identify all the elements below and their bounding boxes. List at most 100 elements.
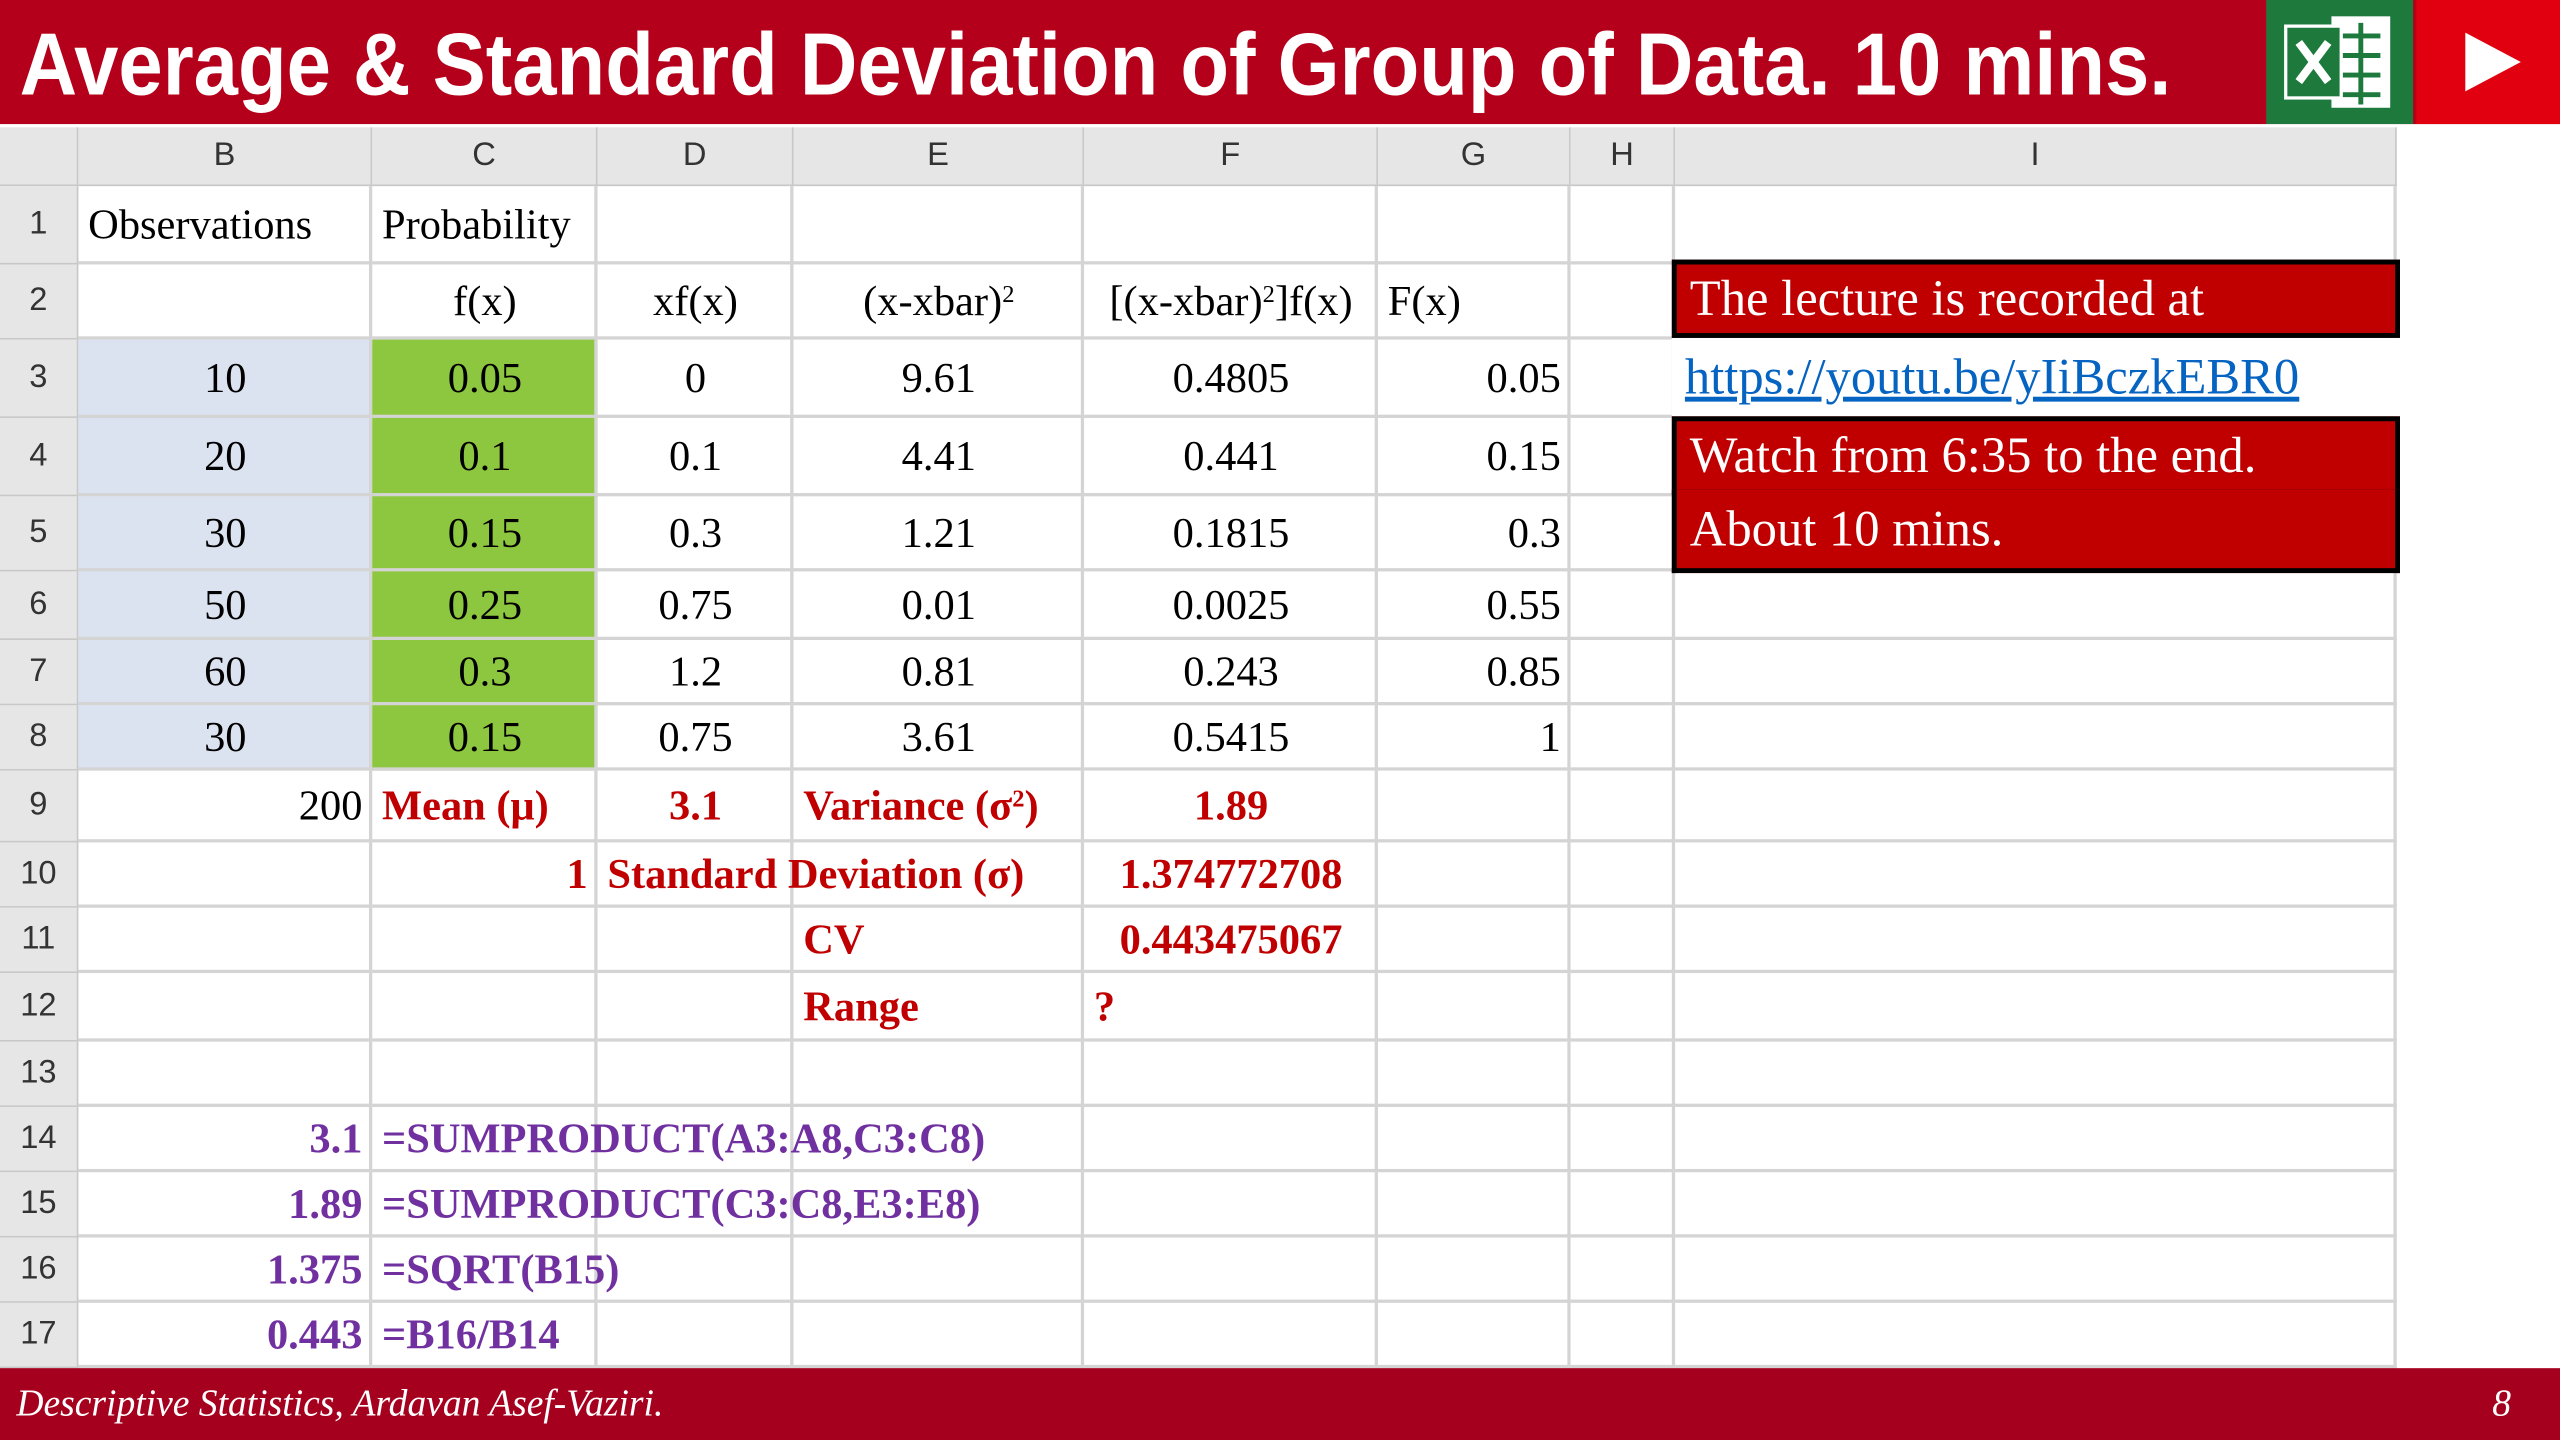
row-header: 1 bbox=[0, 186, 79, 265]
cell-border bbox=[78, 770, 373, 843]
cell: 0 bbox=[684, 354, 707, 402]
cell-border bbox=[597, 907, 794, 974]
cell: 0.1 bbox=[458, 432, 512, 480]
column-header: F bbox=[1084, 127, 1378, 187]
cell-border bbox=[597, 1172, 794, 1238]
cell-border bbox=[793, 417, 1085, 497]
cell: CV bbox=[803, 915, 865, 964]
row-header: 11 bbox=[0, 907, 79, 974]
cell-border bbox=[1084, 1106, 1378, 1173]
row-header: 12 bbox=[0, 973, 79, 1042]
footer-text: Descriptive Statistics, Ardavan Asef-Vaz… bbox=[16, 1382, 664, 1424]
cell: f(x) bbox=[453, 277, 517, 325]
cell: =SUMPRODUCT(A3:A8,C3:C8) bbox=[382, 1115, 986, 1163]
row-header: 15 bbox=[0, 1172, 79, 1238]
cell-border bbox=[597, 1237, 794, 1303]
cell-text: [(x-xbar) bbox=[1109, 277, 1263, 325]
cell-border bbox=[1675, 705, 2397, 771]
cell-border bbox=[1570, 186, 1676, 265]
cell-border bbox=[793, 705, 1085, 771]
cell-border bbox=[372, 1106, 598, 1173]
cell-border bbox=[1570, 705, 1676, 771]
title-svg: Average & Standard Deviation of Group of… bbox=[20, 15, 2172, 114]
row-header: 8 bbox=[0, 705, 79, 771]
cell-border bbox=[793, 842, 1085, 908]
cell-border bbox=[1084, 339, 1378, 418]
row-header: 14 bbox=[0, 1106, 79, 1173]
cell-border bbox=[372, 640, 598, 706]
cell: xf(x) bbox=[653, 277, 738, 325]
cell-border bbox=[1570, 1106, 1676, 1173]
cell: 0.81 bbox=[901, 648, 976, 696]
cell-border bbox=[372, 770, 598, 843]
cell-border bbox=[1084, 640, 1378, 706]
cell-border bbox=[1084, 770, 1378, 843]
cell: Range bbox=[803, 982, 919, 1031]
cell: 1.89 bbox=[1193, 782, 1269, 830]
cell-border bbox=[597, 973, 794, 1042]
cell: [(x-xbar) 2]f(x) bbox=[1084, 264, 1378, 339]
note-text: Watch from 6:35 to the end. bbox=[1689, 426, 2257, 484]
cell: Mean (μ) bbox=[382, 782, 549, 830]
cell-border bbox=[1084, 1302, 1378, 1369]
cell-border bbox=[1675, 1237, 2397, 1303]
cell-border bbox=[372, 842, 598, 908]
cell-border bbox=[793, 1172, 1085, 1238]
cell: 3.1 bbox=[309, 1115, 363, 1163]
cell-border bbox=[1675, 907, 2397, 974]
cell-text: ) bbox=[1024, 782, 1039, 830]
row-header: 17 bbox=[0, 1302, 79, 1369]
cell: 60 bbox=[204, 648, 247, 696]
cell-border bbox=[597, 770, 794, 843]
note-box: The lecture is recorded at bbox=[1671, 259, 2400, 338]
cell: 0.4805 bbox=[1172, 354, 1290, 402]
cell: 1.89 bbox=[288, 1180, 363, 1228]
cell-border bbox=[793, 1237, 1085, 1303]
cell: =B16/B14 bbox=[382, 1311, 560, 1359]
row-header: 4 bbox=[0, 417, 79, 497]
link-text[interactable]: https://youtu.be/yIiBczkEBR0 bbox=[1684, 347, 2300, 405]
cell-border bbox=[793, 339, 1085, 418]
cell-border bbox=[1675, 842, 2397, 908]
cell: 3.61 bbox=[901, 713, 976, 761]
cell: (x-xbar) 2 bbox=[793, 264, 1084, 339]
cell-border bbox=[1570, 417, 1676, 497]
cell-border bbox=[372, 571, 598, 640]
cell: F(x) bbox=[1387, 277, 1461, 325]
cell-border bbox=[1675, 1041, 2397, 1107]
cell-text: Variance (σ bbox=[803, 782, 1013, 830]
cell: Observations bbox=[88, 200, 313, 249]
cell-border bbox=[793, 186, 1085, 265]
cell-border bbox=[1084, 264, 1378, 340]
note-text: The lecture is recorded at bbox=[1689, 269, 2205, 327]
cell: 0.3 bbox=[668, 509, 723, 557]
cell-border bbox=[1084, 973, 1378, 1042]
cell-border bbox=[1570, 339, 1676, 418]
cell: 20 bbox=[204, 432, 247, 480]
cell: 0.1 bbox=[668, 432, 723, 480]
cell-border bbox=[597, 1106, 794, 1173]
cell-border bbox=[793, 640, 1085, 706]
cell-border bbox=[1377, 770, 1571, 843]
row-header: 6 bbox=[0, 571, 79, 640]
cell-border bbox=[372, 496, 598, 572]
column-header: H bbox=[1570, 127, 1676, 187]
cell-border bbox=[78, 1237, 373, 1303]
cell: 0.75 bbox=[658, 581, 733, 629]
column-header: D bbox=[597, 127, 794, 187]
cell-border bbox=[1570, 907, 1676, 974]
cell-border bbox=[1570, 1041, 1676, 1107]
cell: 0.75 bbox=[658, 713, 733, 761]
row-header: 5 bbox=[0, 496, 79, 572]
cell: 3.1 bbox=[668, 782, 723, 830]
cell-border bbox=[1084, 1172, 1378, 1238]
cell-border bbox=[1675, 186, 2397, 265]
cell-border bbox=[1084, 907, 1378, 974]
title: Average & Standard Deviation of Group of… bbox=[20, 15, 2172, 114]
cell-text: (x-xbar) bbox=[863, 277, 1003, 325]
cell: Variance (σ 2) bbox=[793, 771, 1084, 843]
cell-border bbox=[1377, 1237, 1571, 1303]
cell-border bbox=[1377, 571, 1571, 640]
link[interactable]: https://youtu.be/yIiBczkEBR0 bbox=[1671, 337, 2400, 417]
